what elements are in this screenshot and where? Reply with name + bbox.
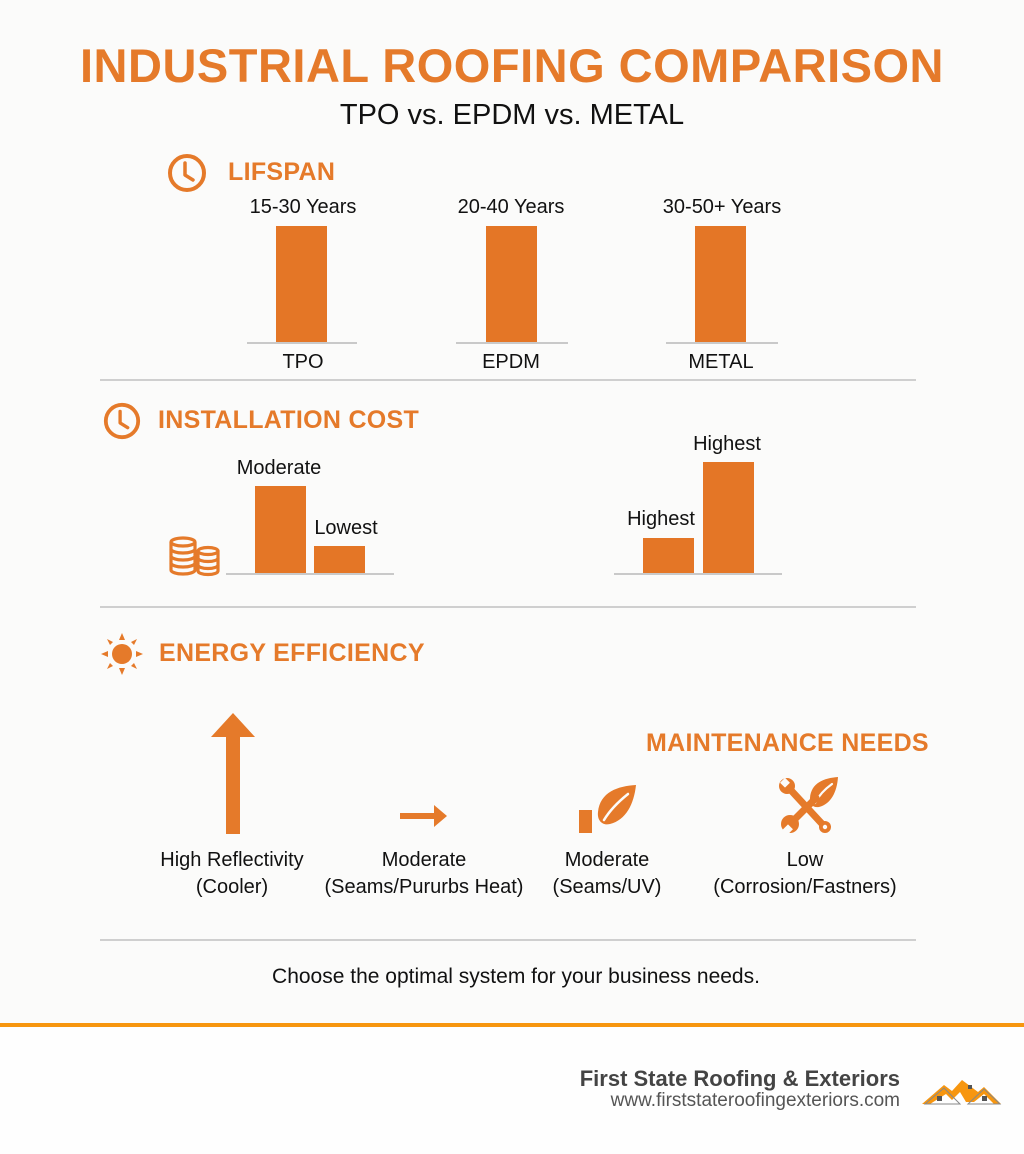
leaf-icon (579, 785, 636, 833)
tagline: Choose the optimal system for your busin… (272, 965, 760, 988)
section-divider (100, 939, 916, 941)
section-divider (100, 606, 916, 608)
category-label: METAL (688, 351, 754, 373)
bar-moderate (255, 486, 306, 574)
arrow-up-icon (211, 713, 255, 834)
energy-item-line1: Moderate (381, 849, 467, 871)
bar-value-label: 15-30 Years (249, 196, 357, 218)
baseline (666, 342, 778, 344)
maintenance-item-line2: (Corrosion/Fastners) (713, 876, 897, 898)
section-divider (100, 379, 916, 381)
bar-value-label: Highest (693, 433, 761, 455)
baseline (614, 573, 782, 575)
energy-efficiency-title: ENERGY EFFICIENCY (159, 639, 425, 667)
coins-icon (169, 536, 220, 577)
roof-logo-icon (922, 1080, 1002, 1105)
maintenance-item-line1: Low (786, 849, 824, 871)
energy-item-line2: (Cooler) (195, 876, 269, 898)
page-title: INDUSTRIAL ROOFING COMPARISON (80, 39, 944, 92)
bar-value-label: 30-50+ Years (662, 196, 782, 218)
page-subtitle: TPO vs. EPDM vs. METAL (339, 99, 685, 131)
bar-highest-high (703, 462, 754, 574)
baseline (247, 342, 357, 344)
company-name: First State Roofing & Exteriors (579, 1066, 900, 1091)
installation-cost-title: INSTALLATION COST (158, 406, 420, 434)
baseline (456, 342, 568, 344)
bar-lowest (314, 546, 365, 574)
baseline (226, 573, 394, 575)
bar-value-label: Lowest (314, 517, 378, 539)
bar-epdm (486, 226, 537, 343)
footer-rule (0, 1023, 1024, 1027)
sun-icon (101, 633, 143, 675)
bar-value-label: Moderate (236, 457, 322, 479)
bar-tpo (276, 226, 327, 343)
footer (0, 1027, 1024, 1154)
bar-value-label: 20-40 Years (457, 196, 565, 218)
maintenance-item-2: Low (Corrosion/Fastners) (700, 847, 910, 901)
bar-highest-low (643, 538, 694, 574)
maintenance-title: MAINTENANCE NEEDS (646, 729, 929, 757)
clock-icon (103, 402, 141, 440)
wrench-leaf-icon (779, 777, 838, 835)
bar-value-label: Highest (627, 508, 695, 530)
arrow-right-icon (400, 805, 447, 827)
energy-item-line1: High Reflectivity (160, 849, 304, 871)
energy-item-2: Moderate (Seams/Pururbs Heat) (318, 847, 530, 901)
company-url[interactable]: www.firststateroofingexteriors.com (610, 1090, 900, 1111)
clock-icon (168, 154, 206, 192)
bar-metal (695, 226, 746, 343)
energy-item-line2: (Seams/Pururbs Heat) (324, 876, 524, 898)
maintenance-item-line2: (Seams/UV) (552, 876, 662, 898)
category-label: EPDM (482, 351, 540, 373)
category-label: TPO (282, 351, 324, 373)
energy-item-1: High Reflectivity (Cooler) (132, 847, 332, 901)
lifespan-title: LIFSPAN (228, 158, 336, 186)
maintenance-item-line1: Moderate (564, 849, 650, 871)
maintenance-item-1: Moderate (Seams/UV) (540, 847, 674, 901)
